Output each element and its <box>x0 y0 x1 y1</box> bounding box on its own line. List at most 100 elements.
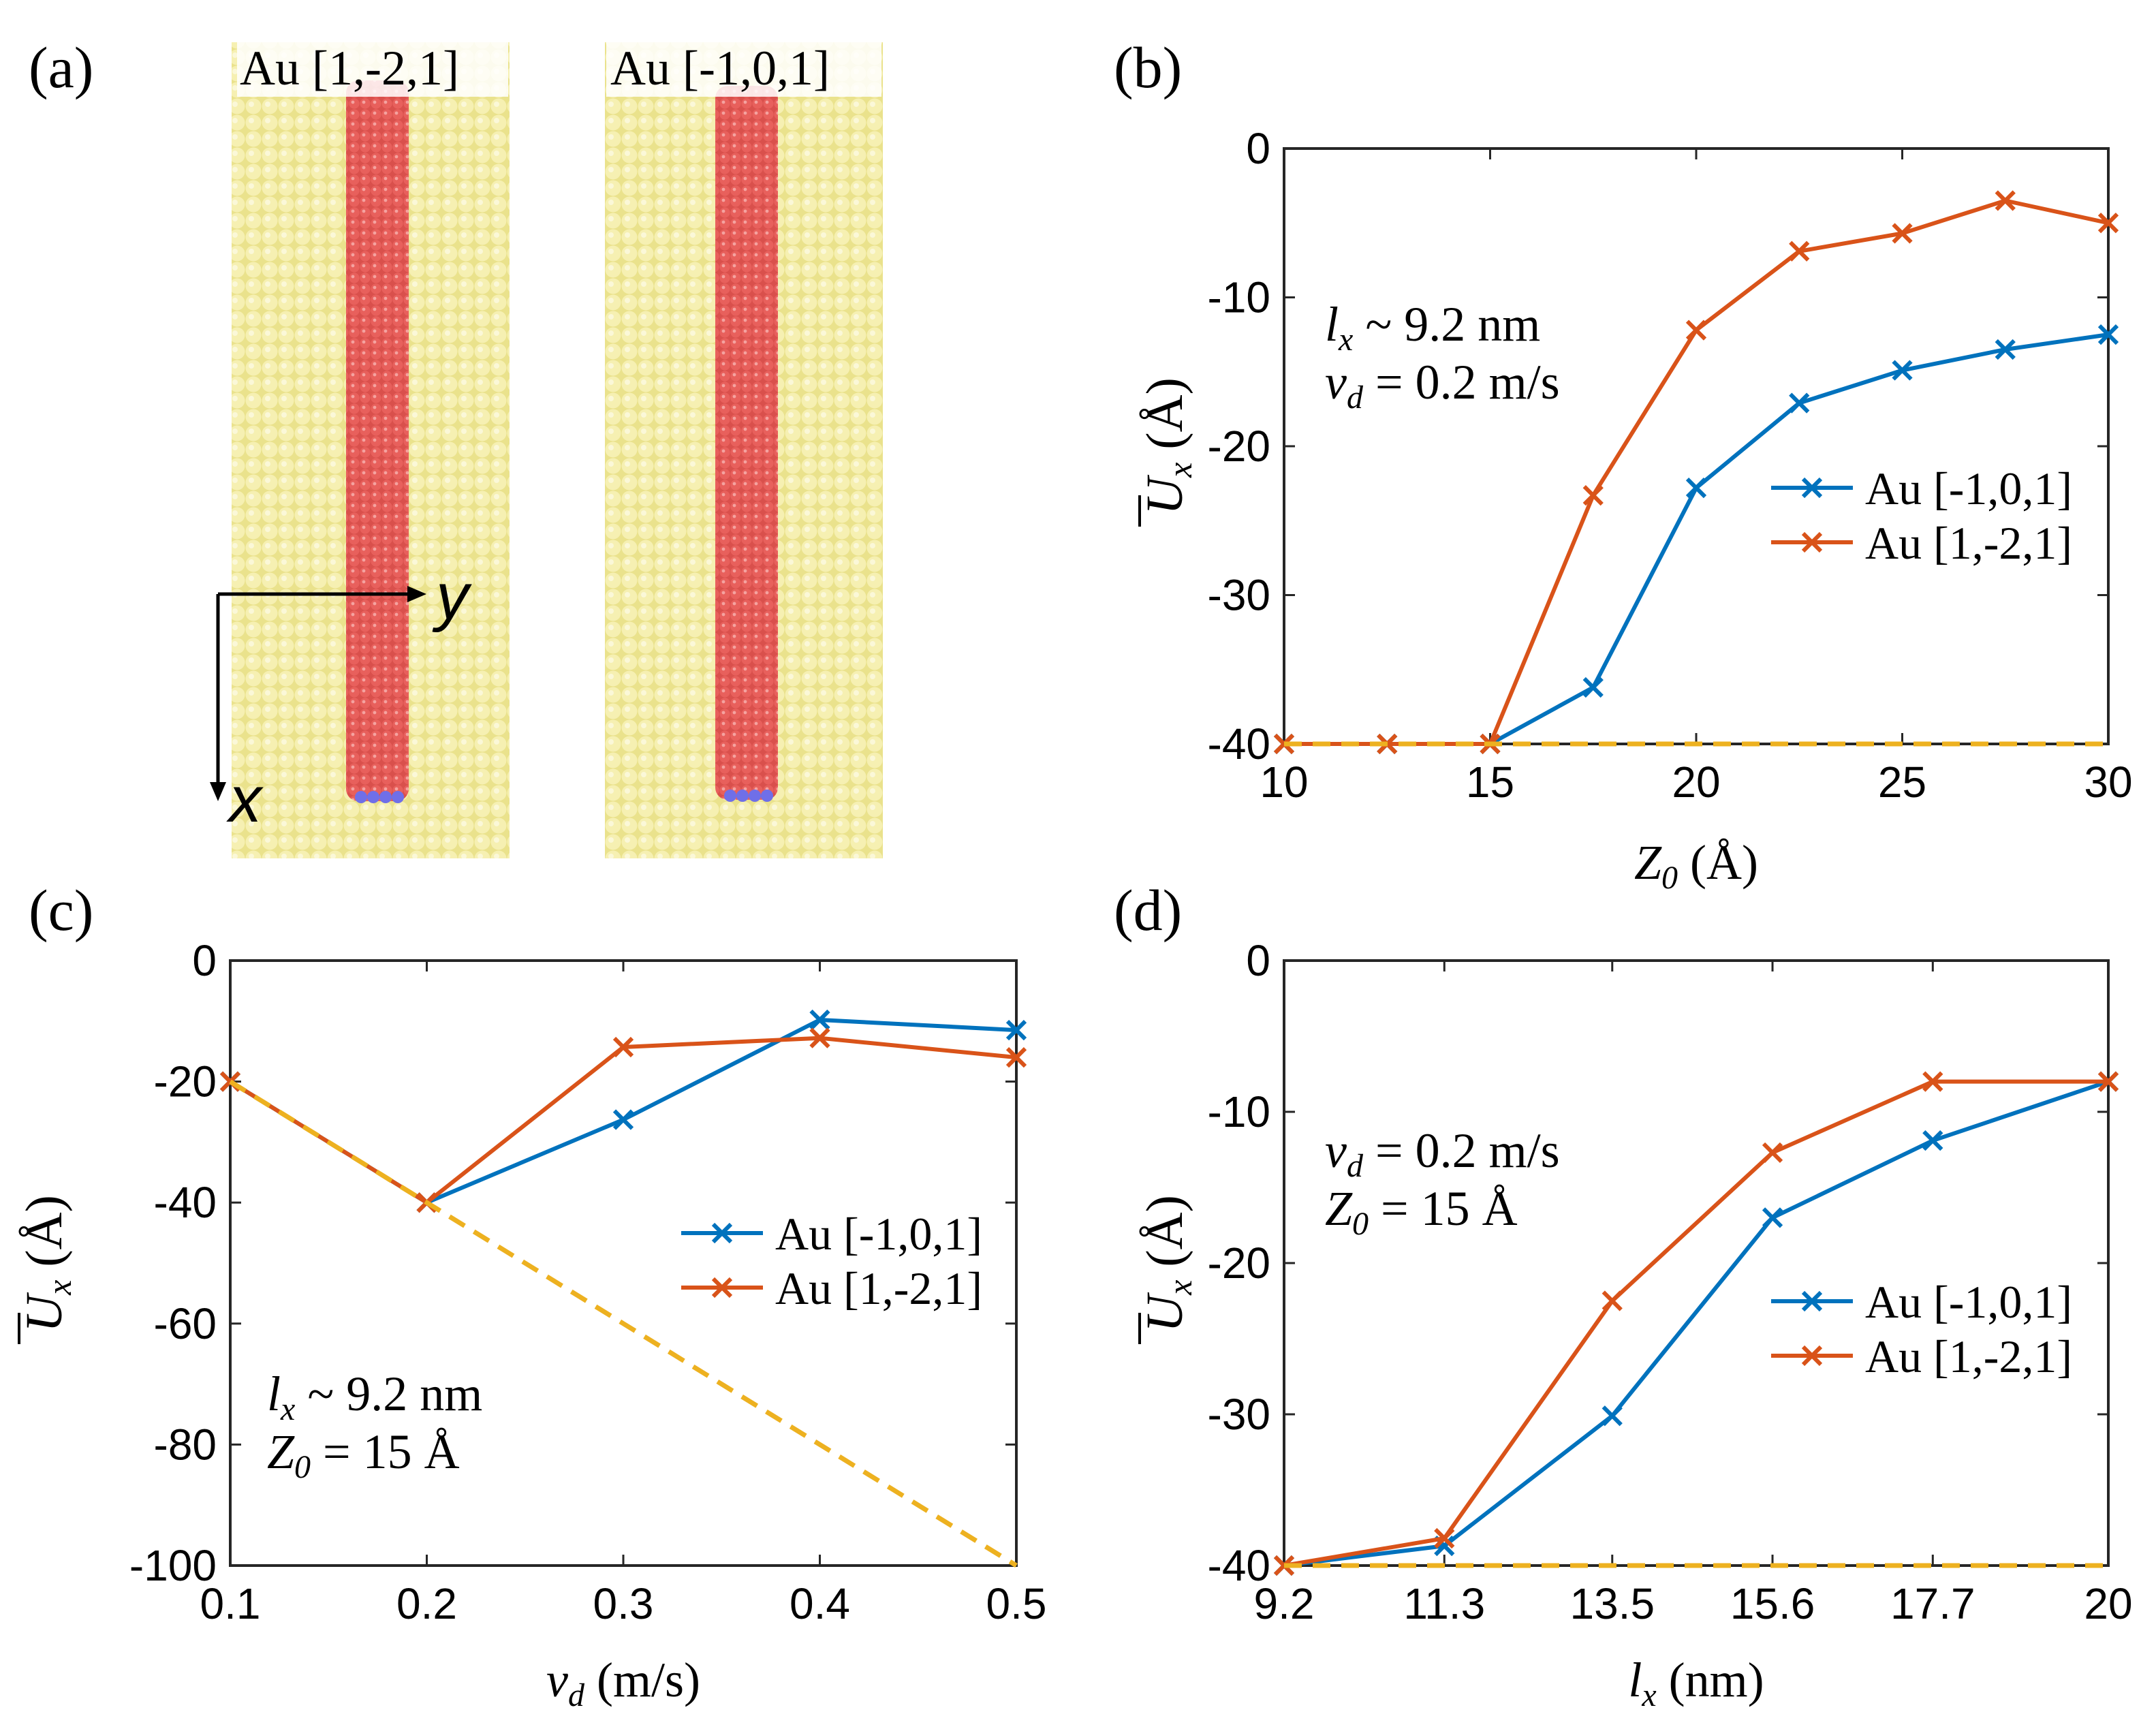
left-slab: Au [1,-2,1] <box>232 41 510 858</box>
x-tick-label: 10 <box>1260 758 1308 807</box>
data-point <box>1602 1405 1623 1427</box>
legend-label: Au [1,-2,1] <box>775 1262 982 1314</box>
anchor-atoms-right <box>724 790 773 802</box>
data-point <box>612 1109 634 1130</box>
legend-entry: Au [1,-2,1] <box>681 1262 982 1314</box>
series-line <box>1283 1079 2108 1568</box>
y-axis-label: Ux (Å) <box>16 1195 78 1344</box>
annotation: lx ~ 9.2 nm <box>1325 297 1540 358</box>
panel-a-label: (a) <box>29 35 93 100</box>
data-point <box>1685 478 1707 499</box>
legend-marker <box>1801 1345 1823 1367</box>
y-tick-label: -10 <box>1208 1087 1271 1136</box>
legend-marker <box>1801 477 1823 499</box>
panel-d-chart: (d) 9.2 11.3 13.5 15.6 17.7 20 -40 -30 -20 -10 0 Au … <box>1114 877 2133 1713</box>
axis-label-x: x <box>226 763 264 836</box>
data-point <box>1762 1142 1783 1164</box>
panel-c-chart: (c) 0.1 0.2 0.3 0.4 0.5 -100 -80 -60 -40 -20 0 Au [-… <box>16 877 1046 1713</box>
y-tick-label: -100 <box>129 1541 217 1590</box>
nanowire-left <box>346 80 409 801</box>
left-slab-title: Au [1,-2,1] <box>240 41 459 95</box>
x-axis-label: vd (m/s) <box>546 1653 700 1713</box>
y-tick-label: 0 <box>1246 936 1270 985</box>
data-point <box>1922 1071 1943 1092</box>
x-tick-label: 20 <box>2084 1579 2132 1628</box>
legend: Au [-1,0,1]Au [1,-2,1] <box>1764 455 2083 570</box>
y-tick-label: -40 <box>1208 1541 1271 1590</box>
y-axis-label: Ux (Å) <box>1136 377 1199 527</box>
y-tick-label: -30 <box>1208 1390 1271 1439</box>
data-point <box>2097 324 2119 345</box>
x-tick-label: 15 <box>1466 758 1514 807</box>
data-point <box>809 1009 830 1031</box>
annotation: Z0 = 15 Å <box>267 1425 460 1485</box>
axis-label-y: y <box>432 560 472 633</box>
legend-label: Au [1,-2,1] <box>1865 1331 2072 1382</box>
data-point <box>1892 360 1913 381</box>
series-line <box>1283 1079 2109 1568</box>
x-tick-label: 11.3 <box>1403 1579 1485 1628</box>
series-line <box>229 1079 1018 1568</box>
y-tick-label: -80 <box>154 1420 217 1469</box>
annotation: Z0 = 15 Å <box>1325 1181 1518 1242</box>
series-au-121 <box>1273 1071 2119 1576</box>
y-tick-label: -20 <box>1208 422 1271 471</box>
data-point <box>1892 223 1913 244</box>
y-tick-label: -20 <box>154 1057 217 1106</box>
y-axis-label: Ux (Å) <box>1136 1195 1199 1344</box>
x-tick-label: 0.4 <box>790 1579 850 1628</box>
x-tick-label: 0.2 <box>396 1579 457 1628</box>
x-tick-label: 30 <box>2084 758 2132 807</box>
y-tick-label: -20 <box>1208 1239 1271 1288</box>
panel-label: (d) <box>1114 877 1182 943</box>
right-slab: Au [-1,0,1] <box>605 41 883 858</box>
data-point <box>1995 190 2016 211</box>
x-tick-label: 9.2 <box>1254 1579 1315 1628</box>
reference-line <box>229 1079 1018 1568</box>
data-point <box>2097 213 2119 234</box>
legend-label: Au [-1,0,1] <box>1865 463 2072 514</box>
data-point <box>1582 484 1604 506</box>
panel-a: (a) Au [1,-2,1] Au [-1,0,1] <box>29 35 883 858</box>
y-tick-label: 0 <box>192 936 217 985</box>
x-axis-label: lx (nm) <box>1628 1653 1764 1713</box>
x-axis-label: Z0 (Å) <box>1634 835 1758 896</box>
x-tick-label: 13.5 <box>1569 1579 1655 1628</box>
x-tick-label: 0.3 <box>593 1579 654 1628</box>
arrow-head-y <box>407 586 426 602</box>
svg-text:Ux (Å): Ux (Å) <box>1136 377 1199 515</box>
legend-entry: Au [-1,0,1] <box>1771 463 2072 514</box>
data-point <box>1789 240 1810 262</box>
y-tick-label: 0 <box>1246 124 1270 173</box>
data-point <box>809 1027 830 1048</box>
legend-marker <box>711 1222 733 1244</box>
x-tick-label: 20 <box>1672 758 1720 807</box>
data-point <box>1789 392 1810 414</box>
arrow-head-x <box>210 782 226 801</box>
data-point <box>1602 1290 1623 1311</box>
legend-entry: Au [1,-2,1] <box>1771 1331 2072 1382</box>
annotation: lx ~ 9.2 nm <box>267 1367 482 1427</box>
x-tick-label: 25 <box>1878 758 1926 807</box>
legend: Au [-1,0,1]Au [1,-2,1] <box>674 1200 1000 1315</box>
data-point <box>1995 339 2016 360</box>
data-point <box>1685 320 1707 341</box>
legend-entry: Au [-1,0,1] <box>681 1208 982 1260</box>
data-point <box>1005 1019 1027 1041</box>
panel-label: (c) <box>29 877 93 943</box>
series-au-121 <box>1273 190 2119 755</box>
data-point <box>1005 1046 1027 1068</box>
legend-entry: Au [1,-2,1] <box>1771 517 2072 569</box>
annotation: vd = 0.2 m/s <box>1325 1123 1560 1184</box>
svg-text:Ux (Å): Ux (Å) <box>1136 1195 1199 1333</box>
legend: Au [-1,0,1]Au [1,-2,1] <box>1764 1269 2083 1383</box>
legend-label: Au [1,-2,1] <box>1865 517 2072 569</box>
data-point <box>2097 1071 2119 1092</box>
svg-text:Ux (Å): Ux (Å) <box>16 1195 78 1333</box>
y-tick-label: -40 <box>1208 719 1271 768</box>
legend-label: Au [-1,0,1] <box>1865 1276 2072 1328</box>
y-tick-label: -60 <box>154 1299 217 1348</box>
y-tick-label: -40 <box>154 1178 217 1227</box>
legend-marker <box>1801 1290 1823 1312</box>
